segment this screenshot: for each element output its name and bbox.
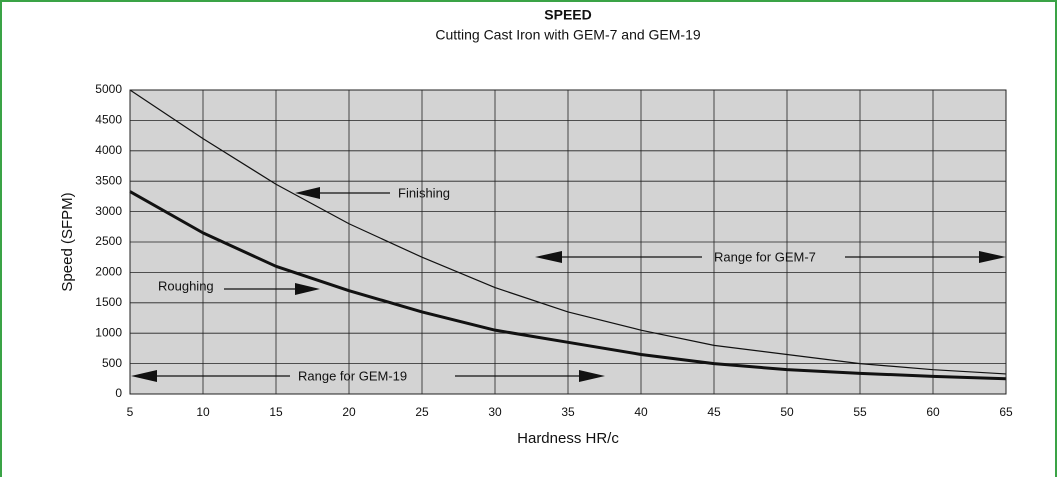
y-tick-label: 0 <box>115 386 122 400</box>
y-tick-label: 1000 <box>95 325 122 339</box>
y-tick-label: 2500 <box>95 234 122 248</box>
x-tick-label: 50 <box>780 405 794 419</box>
y-tick-label: 500 <box>102 356 122 370</box>
x-tick-label: 45 <box>707 405 721 419</box>
y-tick-label: 1500 <box>95 295 122 309</box>
chart-subtitle: Cutting Cast Iron with GEM-7 and GEM-19 <box>435 27 701 43</box>
x-tick-label: 65 <box>999 405 1013 419</box>
x-tick-label: 25 <box>415 405 429 419</box>
x-tick-label: 60 <box>926 405 940 419</box>
y-axis-label: Speed (SFPM) <box>59 192 76 291</box>
x-tick-label: 15 <box>269 405 283 419</box>
x-tick-label: 10 <box>196 405 210 419</box>
x-tick-label: 5 <box>127 405 134 419</box>
y-tick-label: 4500 <box>95 113 122 127</box>
y-tick-label: 5000 <box>95 82 122 96</box>
x-tick-label: 35 <box>561 405 575 419</box>
plot-border <box>129 89 1007 395</box>
roughing-annotation: Roughing <box>158 278 320 295</box>
y-tick-label: 4000 <box>95 143 122 157</box>
gem19-range-annotation: Range for GEM-19 <box>131 368 605 383</box>
chart-title: SPEED <box>544 7 591 23</box>
finishing-annotation: Finishing <box>295 185 450 200</box>
x-axis-label: Hardness HR/c <box>517 430 619 447</box>
series-line <box>129 89 1007 375</box>
series-line <box>129 190 1007 381</box>
annotation: Range for GEM-7 <box>714 249 816 264</box>
y-tick-label: 3500 <box>95 173 122 187</box>
y-tick-label: 3000 <box>95 204 122 218</box>
x-tick-label: 30 <box>488 405 502 419</box>
x-tick-label: 40 <box>634 405 648 419</box>
y-tick-label: 2000 <box>95 265 122 279</box>
gem7-range-annotation: Range for GEM-7 <box>535 249 1006 264</box>
x-tick-label: 20 <box>342 405 356 419</box>
x-tick-label: 55 <box>853 405 867 419</box>
legend-label: Finishing <box>398 185 450 200</box>
annotation: Range for GEM-19 <box>298 368 407 383</box>
legend-label: Roughing <box>158 278 214 293</box>
